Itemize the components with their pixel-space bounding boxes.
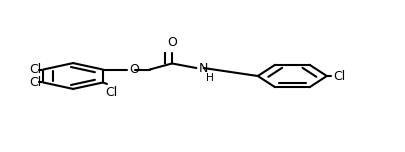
Text: N: N — [198, 62, 207, 74]
Text: O: O — [166, 36, 177, 49]
Text: O: O — [129, 63, 139, 76]
Text: Cl: Cl — [29, 63, 41, 76]
Text: Cl: Cl — [29, 76, 41, 89]
Text: Cl: Cl — [105, 86, 117, 98]
Text: H: H — [206, 73, 214, 83]
Text: Cl: Cl — [332, 69, 344, 83]
